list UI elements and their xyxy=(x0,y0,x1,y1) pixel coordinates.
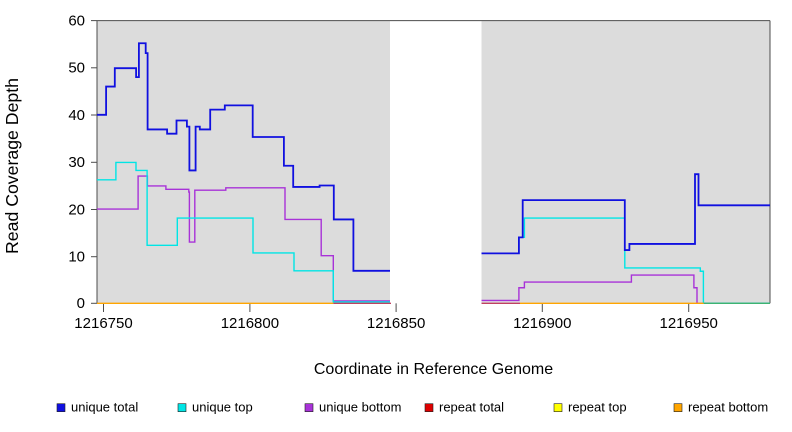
svg-text:10: 10 xyxy=(68,249,85,266)
svg-text:0: 0 xyxy=(77,295,85,312)
svg-text:40: 40 xyxy=(68,107,85,124)
svg-text:unique bottom: unique bottom xyxy=(319,400,401,415)
svg-text:1216750: 1216750 xyxy=(74,315,132,332)
svg-text:1216800: 1216800 xyxy=(221,315,279,332)
svg-text:1216950: 1216950 xyxy=(659,315,717,332)
svg-text:Coordinate in Reference Genome: Coordinate in Reference Genome xyxy=(314,361,553,378)
svg-text:20: 20 xyxy=(68,201,85,218)
svg-text:1216850: 1216850 xyxy=(367,315,425,332)
svg-text:unique top: unique top xyxy=(192,400,253,415)
svg-text:repeat top: repeat top xyxy=(568,400,627,415)
svg-text:1216900: 1216900 xyxy=(513,315,571,332)
svg-text:unique total: unique total xyxy=(71,400,138,415)
svg-text:repeat total: repeat total xyxy=(439,400,504,415)
svg-text:30: 30 xyxy=(68,154,85,171)
svg-text:50: 50 xyxy=(68,60,85,77)
svg-text:60: 60 xyxy=(68,13,85,30)
svg-text:repeat bottom: repeat bottom xyxy=(688,400,768,415)
svg-text:Read Coverage Depth: Read Coverage Depth xyxy=(2,78,22,254)
